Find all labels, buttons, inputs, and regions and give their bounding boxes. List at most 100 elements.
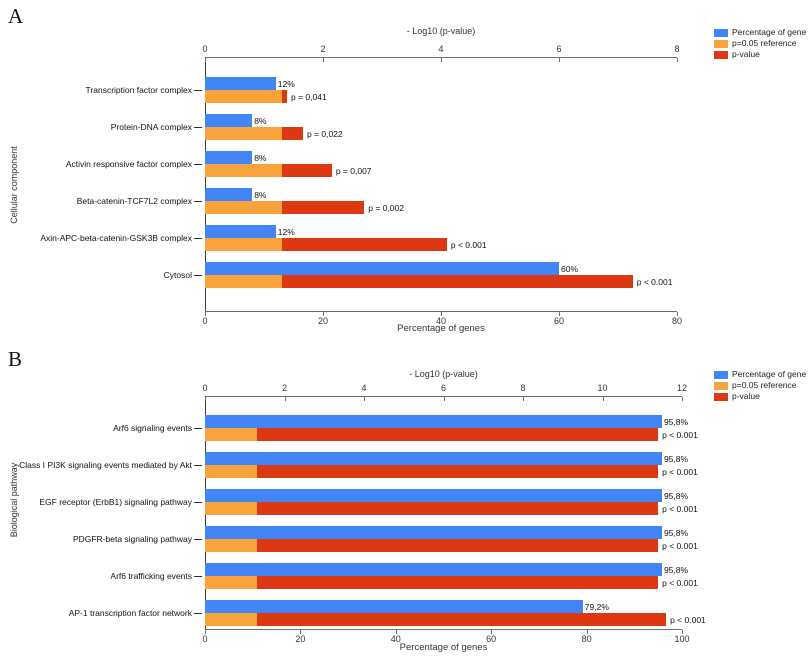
percentage-bar (205, 225, 276, 238)
legend-item: p=0.05 reference (714, 39, 808, 48)
legend-item: p=0.05 reference (714, 381, 808, 390)
pvalue-bar (256, 576, 659, 589)
top-axis-line (205, 396, 682, 397)
percentage-bar (205, 452, 662, 465)
category-label: Protein-DNA complex (110, 122, 192, 132)
top-axis-tick-label: 6 (440, 383, 447, 393)
bottom-axis-tick (205, 312, 206, 316)
pvalue-bar (256, 539, 659, 552)
legend-label: p-value (732, 49, 760, 59)
bottom-axis-tick-label: 80 (581, 634, 592, 644)
legend-label: Percentage of gene (732, 369, 807, 379)
percentage-bar (205, 262, 559, 275)
category-label: Axin-APC-beta-catenin-GSK3B complex (40, 233, 192, 243)
percentage-bar (205, 77, 276, 90)
category-leader-line (194, 127, 202, 128)
category-leader-line (194, 275, 202, 276)
legend-item: Percentage of gene (714, 28, 808, 37)
top-axis-tick-label: 6 (556, 44, 562, 54)
legend-swatch-percentage (714, 370, 728, 379)
bottom-axis-tick-label: 0 (202, 634, 208, 644)
pvalue-label: p < 0.001 (662, 540, 698, 551)
legend-swatch-reference (714, 39, 728, 48)
reference-bar (205, 539, 257, 552)
top-axis-tick (682, 397, 683, 401)
reference-bar (205, 502, 257, 515)
pvalue-bar (281, 275, 633, 288)
top-axis-tick (443, 397, 445, 401)
top-axis-tick (205, 397, 206, 401)
legend-swatch-pvalue (714, 50, 728, 59)
top-axis-tick-label: 8 (674, 44, 680, 54)
top-axis-tick-label: 0 (202, 44, 208, 54)
legend-item: Percentage of gene (714, 370, 808, 379)
category-leader-line (194, 201, 202, 202)
category-leader-line (194, 238, 202, 239)
category-label: Cytosol (163, 270, 192, 280)
pvalue-bar (281, 238, 447, 251)
category-label: Arf6 signaling events (113, 423, 192, 433)
top-axis-tick (205, 58, 206, 62)
legend-item: p-value (714, 50, 808, 59)
panel-a-bottom-axis-title: Percentage of genes (397, 323, 485, 334)
percentage-bar (205, 114, 253, 127)
panel-b-legend: Percentage of gene p=0.05 reference p-va… (714, 370, 808, 403)
category-leader-line (194, 502, 202, 503)
bottom-axis-tick (441, 312, 442, 316)
reference-bar (205, 164, 282, 177)
reference-bar (205, 90, 282, 103)
pvalue-bar (281, 164, 332, 177)
top-axis-tick-label: 2 (281, 383, 288, 393)
panel-b-letter: B (8, 347, 23, 371)
bottom-axis-tick (677, 312, 678, 316)
reference-bar (205, 613, 257, 626)
category-leader-line (194, 164, 202, 165)
percentage-value-label: 8% (254, 115, 267, 126)
legend-label: p=0.05 reference (732, 38, 797, 48)
reference-bar (205, 576, 257, 589)
bottom-axis-tick-label: 0 (202, 316, 208, 326)
top-axis-line (205, 57, 677, 58)
bottom-axis-tick (586, 630, 588, 634)
legend-item: p-value (714, 392, 808, 401)
percentage-bar (205, 600, 583, 613)
percentage-value-label: 95,8% (663, 490, 689, 501)
legend-swatch-pvalue (714, 392, 728, 401)
category-leader-line (194, 576, 202, 577)
pvalue-bar (256, 613, 667, 626)
panel-a-top-axis-title: - Log10 (p-value) (406, 26, 476, 36)
pvalue-label: p < 0.001 (662, 466, 698, 477)
bottom-axis-tick-label: 100 (674, 634, 690, 644)
category-label: PDGFR-beta signaling pathway (72, 534, 192, 544)
reference-bar (205, 201, 282, 214)
pvalue-bar (281, 90, 287, 103)
category-leader-line (194, 428, 202, 429)
panel-a-category-axis-label: Cellular component (9, 146, 19, 224)
category-label: Activin responsive factor complex (65, 159, 192, 169)
pvalue-label: p = 0,002 (368, 202, 404, 213)
top-axis-tick-label: 2 (320, 44, 326, 54)
panel-b-plot-area: - Log10 (p-value) Percentage of genes 0 2… (19, 345, 706, 660)
top-axis-tick (559, 58, 560, 62)
legend-swatch-reference (714, 381, 728, 390)
legend-swatch-percentage (714, 28, 728, 37)
top-axis-tick-label: 10 (597, 383, 608, 393)
top-axis-tick (523, 397, 524, 401)
category-label: Arf6 trafficking events (110, 571, 192, 581)
bottom-axis-tick (323, 312, 324, 316)
bottom-axis-tick-label: 60 (486, 634, 497, 644)
percentage-value-label: 8% (254, 189, 267, 200)
category-leader-line (194, 613, 202, 614)
bottom-axis-tick-label: 20 (295, 634, 306, 644)
percentage-bar (205, 489, 662, 502)
category-leader-line (194, 90, 202, 91)
pvalue-label: p = 0,007 (335, 165, 372, 176)
bottom-axis-tick (491, 630, 493, 634)
reference-bar (205, 428, 257, 441)
top-axis-tick-label: 12 (676, 383, 688, 393)
category-label: AP-1 transcription factor network (68, 608, 192, 618)
top-axis-tick-label: 8 (520, 383, 526, 393)
percentage-value-label: 95,8% (663, 453, 689, 464)
pvalue-label: p < 0.001 (670, 614, 706, 625)
panel-b-bottom-axis-title: Percentage of genes (399, 642, 488, 653)
